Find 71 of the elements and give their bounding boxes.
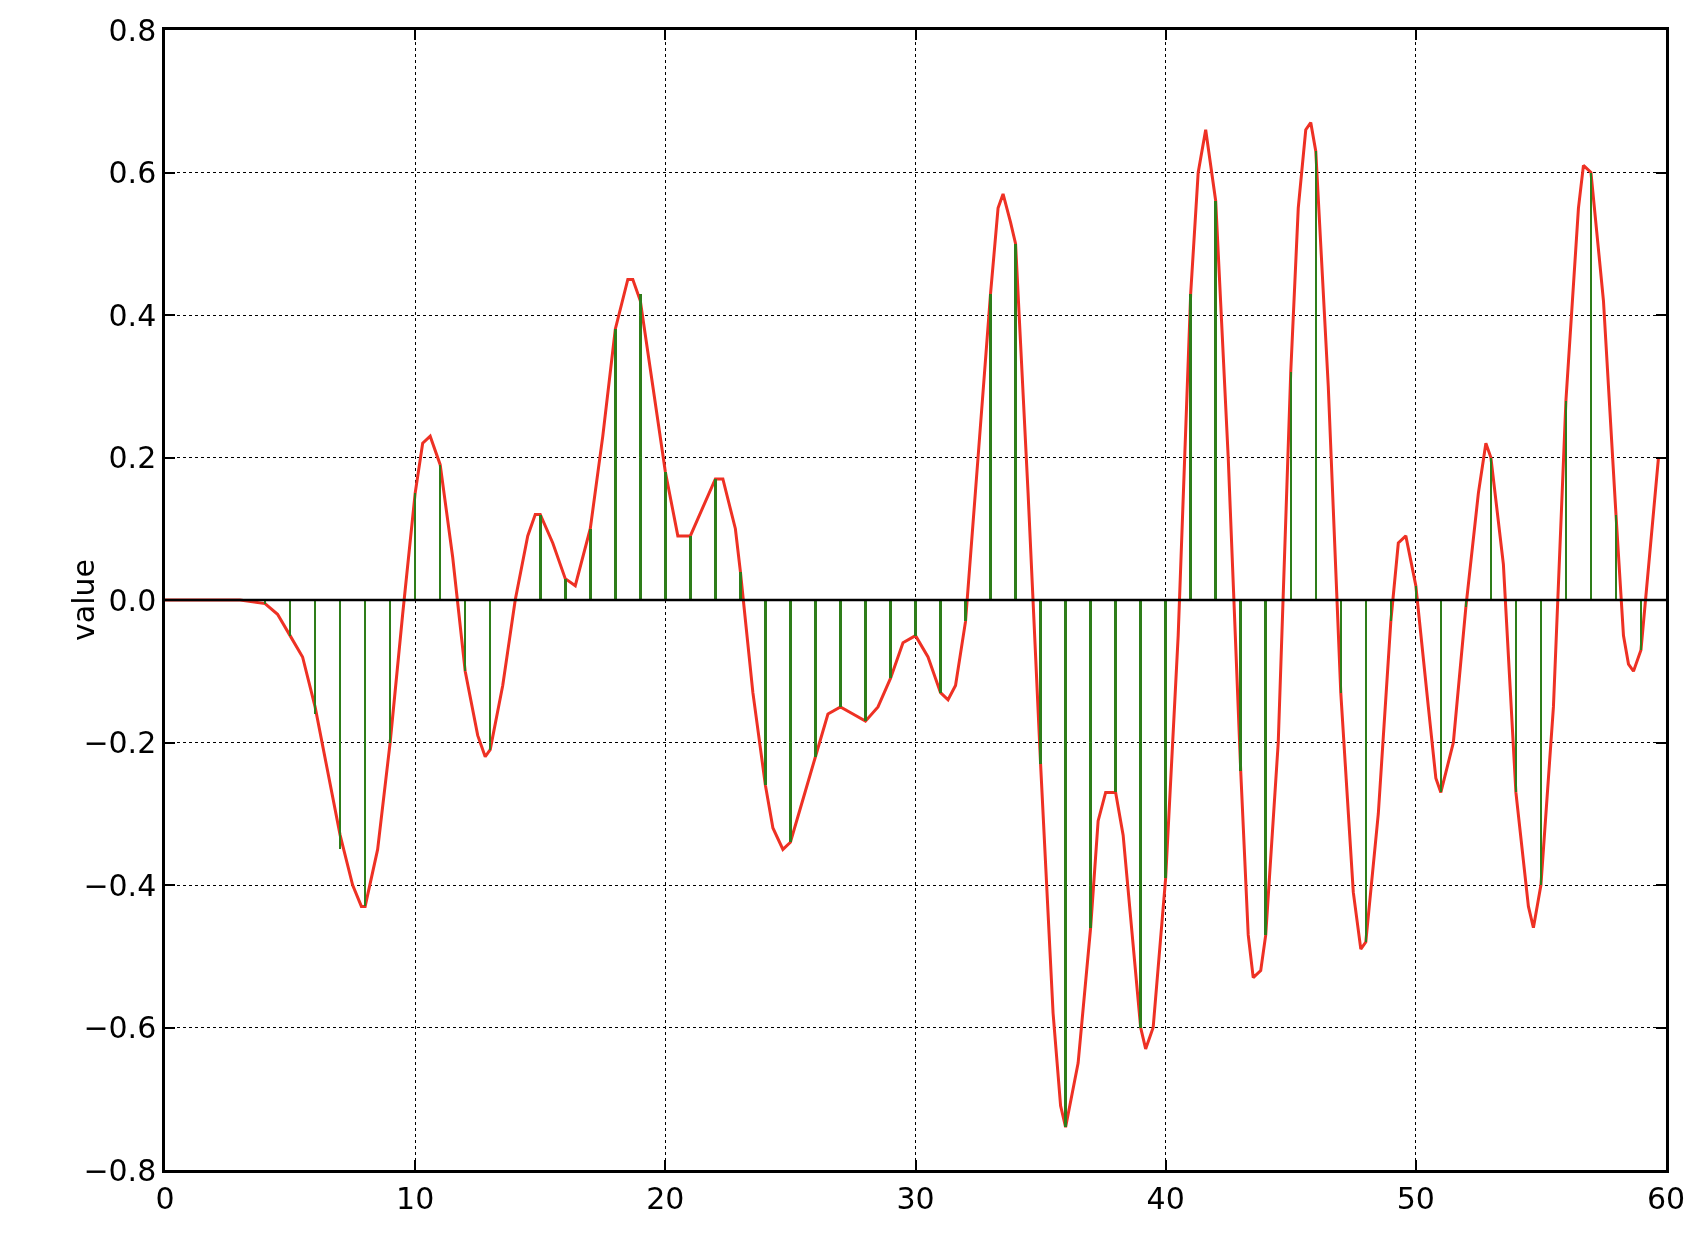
- x-tick-label: 0: [155, 1180, 175, 1216]
- bar: [389, 600, 391, 743]
- bar: [414, 493, 416, 600]
- y-tick-label: −0.6: [83, 1010, 157, 1045]
- bar: [1290, 372, 1292, 600]
- x-tick-label: 30: [896, 1180, 935, 1216]
- bar: [1189, 294, 1192, 600]
- y-tick-label: −0.4: [83, 867, 157, 903]
- bar: [289, 600, 291, 636]
- x-tick-label: 40: [1146, 1180, 1185, 1216]
- bar: [1264, 600, 1267, 935]
- bar: [1615, 515, 1617, 600]
- bar: [489, 600, 491, 750]
- bar: [614, 329, 617, 600]
- bar: [1515, 600, 1517, 792]
- bar: [914, 600, 917, 636]
- bar: [864, 600, 867, 721]
- bar: [664, 472, 667, 600]
- bar: [464, 600, 466, 671]
- bar: [339, 600, 341, 849]
- bar: [1415, 586, 1417, 600]
- bar: [1239, 600, 1242, 771]
- y-tick-label: 0.6: [108, 155, 157, 190]
- bar: [1039, 600, 1042, 764]
- bar: [1315, 151, 1317, 600]
- bar: [1640, 600, 1642, 650]
- bar: [364, 600, 366, 906]
- bar: [1089, 600, 1092, 928]
- bar: [1565, 401, 1567, 600]
- bar: [1139, 600, 1142, 1028]
- bar: [314, 600, 316, 714]
- bar: [564, 579, 567, 600]
- bar: [1014, 244, 1017, 600]
- bar: [1390, 600, 1392, 621]
- bar: [1540, 600, 1542, 885]
- bar: [1490, 458, 1492, 600]
- bar: [1440, 600, 1442, 792]
- bar: [1340, 600, 1342, 693]
- y-axis-title: value: [65, 559, 101, 641]
- bar: [539, 515, 542, 600]
- y-tick-label: −0.8: [83, 1152, 157, 1188]
- bar: [639, 294, 642, 600]
- x-tick-label: 20: [646, 1180, 685, 1216]
- bar: [1590, 173, 1592, 600]
- bar: [1114, 600, 1117, 792]
- x-tick-label: 60: [1646, 1180, 1686, 1216]
- bar: [789, 600, 792, 842]
- y-tick-label: 0.0: [108, 582, 157, 618]
- bar: [764, 600, 767, 785]
- x-tick-label: 50: [1396, 1180, 1435, 1216]
- x-tick-label: 10: [396, 1180, 435, 1216]
- bar: [839, 600, 842, 707]
- bar: [739, 572, 742, 600]
- y-tick-label: −0.2: [83, 725, 157, 760]
- bar: [814, 600, 817, 757]
- bar: [1164, 600, 1167, 878]
- bar: [1365, 600, 1367, 942]
- bar: [939, 600, 942, 693]
- bar: [439, 465, 441, 600]
- bar: [589, 529, 592, 600]
- bar: [1064, 600, 1067, 1127]
- y-tick-label: 0.2: [108, 440, 157, 475]
- y-tick-label: 0.8: [108, 12, 157, 48]
- bar: [714, 479, 717, 600]
- y-tick-label: 0.4: [108, 297, 157, 333]
- bar: [889, 600, 892, 678]
- bar: [1214, 201, 1217, 600]
- bar: [689, 536, 692, 600]
- bar: [964, 600, 967, 621]
- bar: [989, 294, 992, 600]
- line-series: [165, 121, 1660, 1129]
